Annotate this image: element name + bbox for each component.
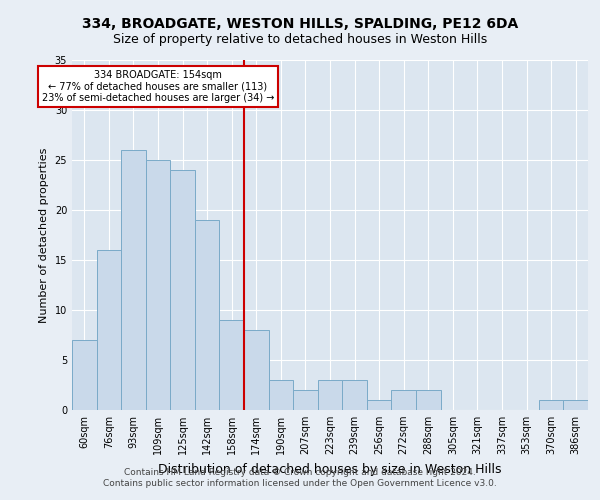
Bar — [244, 330, 269, 410]
Bar — [97, 250, 121, 410]
Bar — [318, 380, 342, 410]
Text: 334 BROADGATE: 154sqm
← 77% of detached houses are smaller (113)
23% of semi-det: 334 BROADGATE: 154sqm ← 77% of detached … — [42, 70, 274, 103]
Bar — [220, 320, 244, 410]
Bar — [539, 400, 563, 410]
Bar — [170, 170, 195, 410]
Y-axis label: Number of detached properties: Number of detached properties — [39, 148, 49, 322]
Bar — [195, 220, 220, 410]
X-axis label: Distribution of detached houses by size in Weston Hills: Distribution of detached houses by size … — [158, 462, 502, 475]
Bar — [416, 390, 440, 410]
Bar — [293, 390, 318, 410]
Bar — [72, 340, 97, 410]
Text: Contains HM Land Registry data © Crown copyright and database right 2024.
Contai: Contains HM Land Registry data © Crown c… — [103, 468, 497, 487]
Bar — [367, 400, 391, 410]
Bar — [391, 390, 416, 410]
Text: 334, BROADGATE, WESTON HILLS, SPALDING, PE12 6DA: 334, BROADGATE, WESTON HILLS, SPALDING, … — [82, 18, 518, 32]
Text: Size of property relative to detached houses in Weston Hills: Size of property relative to detached ho… — [113, 32, 487, 46]
Bar — [121, 150, 146, 410]
Bar — [269, 380, 293, 410]
Bar — [563, 400, 588, 410]
Bar — [342, 380, 367, 410]
Bar — [146, 160, 170, 410]
